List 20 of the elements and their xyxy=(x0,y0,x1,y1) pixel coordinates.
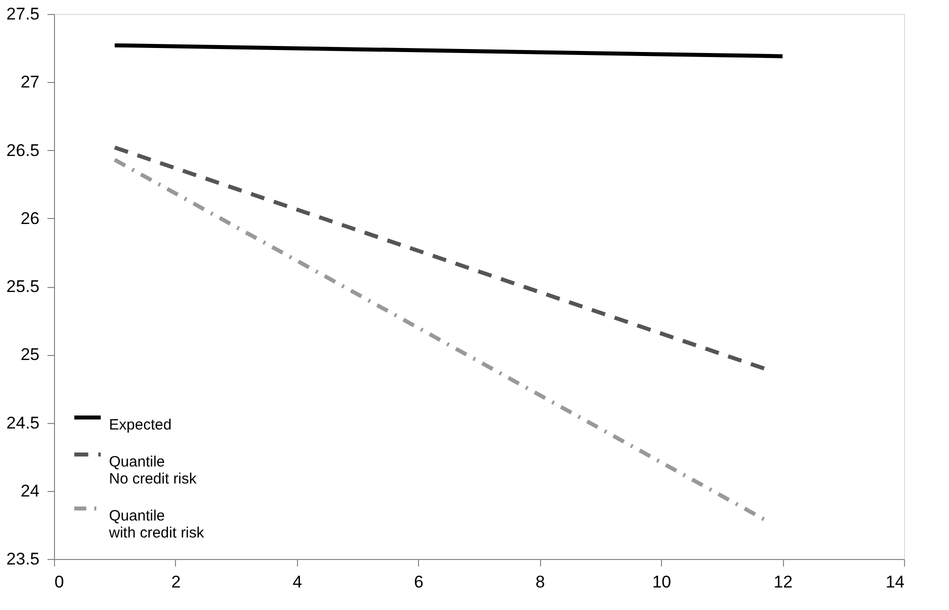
x-tick-label: 14 xyxy=(886,572,904,592)
x-tick-label: 8 xyxy=(535,572,545,592)
legend-label: Quantile No credit risk xyxy=(109,454,198,488)
x-tick-label: 10 xyxy=(652,572,672,592)
x-tick-label: 6 xyxy=(414,572,424,592)
y-tick-label: 25 xyxy=(20,345,40,364)
x-tick-label: 0 xyxy=(54,572,64,592)
x-tick-label: 12 xyxy=(774,572,793,592)
x-tick-label: 2 xyxy=(171,572,181,592)
y-tick-label: 26 xyxy=(20,208,40,228)
y-tick-label: 27 xyxy=(20,72,40,92)
y-tick-label: 27.5 xyxy=(6,4,40,24)
legend-label: Expected xyxy=(109,416,172,434)
x-tick-label: 4 xyxy=(292,572,302,592)
y-tick-label: 23.5 xyxy=(6,550,40,568)
legend-label: Quantile with credit risk xyxy=(108,508,205,542)
y-tick-label: 26.5 xyxy=(6,140,40,160)
y-tick-label: 25.5 xyxy=(6,277,40,296)
y-tick-label: 24.5 xyxy=(6,413,40,432)
y-tick-label: 24 xyxy=(20,481,40,500)
